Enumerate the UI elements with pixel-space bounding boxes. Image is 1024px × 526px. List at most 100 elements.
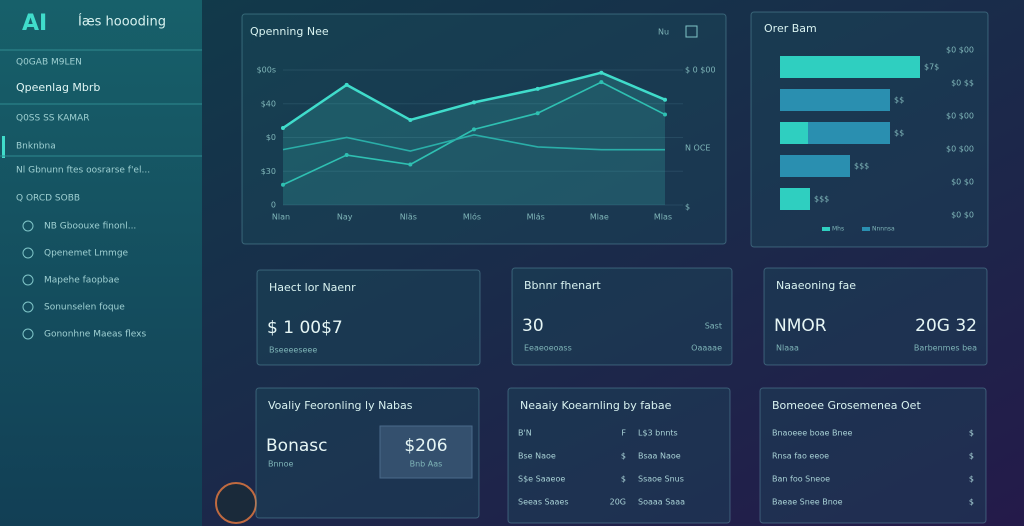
y-tick-label: 0: [271, 201, 276, 210]
chart-title: Orer Bam: [764, 22, 817, 35]
menu-item[interactable]: Q ORCD SOBB: [16, 194, 80, 204]
value-label: $$$: [854, 162, 869, 171]
value-label: $7$: [924, 63, 939, 72]
card: [255, 387, 480, 519]
menu-icon: [22, 301, 34, 313]
card-title: Bbnnr fhenart: [524, 279, 601, 292]
table-cell: 20G: [610, 498, 626, 507]
menu-item[interactable]: Q0GAB M9LEN: [16, 58, 82, 68]
table-cell: $: [621, 452, 626, 461]
logo: AI: [22, 11, 47, 36]
bar: [780, 122, 808, 144]
annotation: $ 0 $00: [685, 66, 716, 75]
x-tick-label: Mlás: [527, 213, 545, 222]
menu-item[interactable]: Mapehe faopbae: [44, 276, 120, 286]
chart-title: Qpenning Nee: [250, 25, 329, 38]
value-label: $$: [894, 96, 904, 105]
bar: [780, 188, 810, 210]
line: [282, 133, 665, 152]
annotation: $0 $0: [951, 211, 974, 220]
line-panel: [241, 13, 727, 245]
point: [281, 182, 285, 187]
table-cell: Ban foo Sneoe: [772, 475, 830, 484]
point: [472, 100, 476, 105]
x-tick-label: Nläs: [400, 213, 417, 222]
point: [344, 82, 349, 87]
card-sub: Eeaeoeoass: [524, 344, 572, 353]
card-sub-right: Barbenmes bea: [914, 344, 977, 353]
panel-button[interactable]: [685, 25, 698, 38]
value-label: $$: [894, 129, 904, 138]
point: [408, 162, 413, 167]
bar: [780, 155, 850, 177]
menu-item[interactable]: Gononhne Maeas flexs: [44, 330, 146, 340]
panel-icon: Nu: [658, 28, 669, 37]
card-value: NMOR: [774, 316, 827, 336]
menu-item[interactable]: Q0SS SS KAMAR: [16, 114, 89, 124]
card-title: Bomeoee Grosemenea Oet: [772, 399, 921, 412]
sidebar: [0, 0, 202, 526]
bar: [780, 56, 920, 78]
card-value-right: 20G 32: [915, 316, 977, 336]
legend-label: Mhs: [832, 226, 844, 233]
card-title: Naaeoning fae: [776, 279, 856, 292]
table-cell: Seeas Saaes: [518, 498, 569, 507]
table-cell: Ssaoe Snus: [638, 475, 684, 484]
point: [599, 80, 604, 85]
table-cell: $: [969, 475, 974, 484]
point: [344, 153, 349, 158]
table-cell: Bse Naoe: [518, 452, 556, 461]
point: [281, 126, 285, 131]
table-cell: Bnaoeee boae Bnee: [772, 429, 852, 438]
card-title: Voaliy Feoronling ly Nabas: [268, 399, 413, 412]
table-cell: $: [969, 452, 974, 461]
card-value: $ 1 00$7: [267, 318, 343, 338]
point: [472, 127, 476, 132]
assistant-button[interactable]: [215, 482, 257, 524]
value-label: $$$: [814, 195, 829, 204]
card-value: Bonasc: [266, 436, 327, 456]
x-tick-label: Mlae: [590, 213, 609, 222]
x-tick-label: Mlós: [463, 212, 481, 222]
legend-label: Nnnnsa: [872, 226, 895, 233]
table-cell: $: [969, 429, 974, 438]
table-cell: Soaaa Saaa: [638, 498, 685, 507]
point: [535, 111, 540, 116]
box-sub: Bnb Aas: [410, 460, 443, 469]
point: [663, 97, 667, 102]
menu-item[interactable]: NB Gboouxe finonl...: [44, 222, 136, 232]
card-title: Neaaiy Koearnling by fabae: [520, 399, 672, 412]
app-title: Íæs hoooding: [78, 14, 166, 30]
menu-icon: [22, 220, 34, 232]
table-cell: $: [969, 498, 974, 507]
point: [535, 86, 540, 91]
table-cell: Rnsa fao eeoe: [772, 452, 829, 461]
menu-item[interactable]: Bnknbna: [16, 142, 56, 152]
highlight-box: [379, 425, 473, 479]
menu-item[interactable]: Qpeenlag Mbrb: [16, 81, 100, 94]
table-cell: L$3 bnnts: [638, 429, 678, 438]
card: [763, 267, 988, 366]
y-tick-label: $30: [261, 167, 276, 176]
menu-icon: [22, 274, 34, 286]
annotation: $: [685, 203, 690, 212]
menu-item[interactable]: Qpenemet Lmmge: [44, 249, 129, 259]
x-tick-label: Nay: [337, 213, 353, 222]
table-cell: S$e Saaeoe: [518, 475, 565, 484]
table-cell: $: [621, 475, 626, 484]
x-tick-label: Nlan: [272, 213, 290, 222]
legend-swatch: [862, 227, 870, 231]
table-cell: Bsaa Naoe: [638, 452, 681, 461]
menu-item[interactable]: Sonunselen foque: [44, 303, 125, 313]
menu-item[interactable]: Nl Gbnunn ftes oosrarse f'el...: [16, 166, 150, 176]
card-value-right: Sast: [705, 322, 722, 331]
card: [759, 387, 987, 524]
card: [256, 269, 481, 366]
annotation: $0 $$: [951, 79, 974, 88]
card-sub: Nlaaa: [776, 344, 799, 353]
bar: [780, 89, 890, 111]
card-sub: Bnnoe: [268, 460, 294, 469]
x-tick-label: Mlas: [654, 213, 672, 222]
